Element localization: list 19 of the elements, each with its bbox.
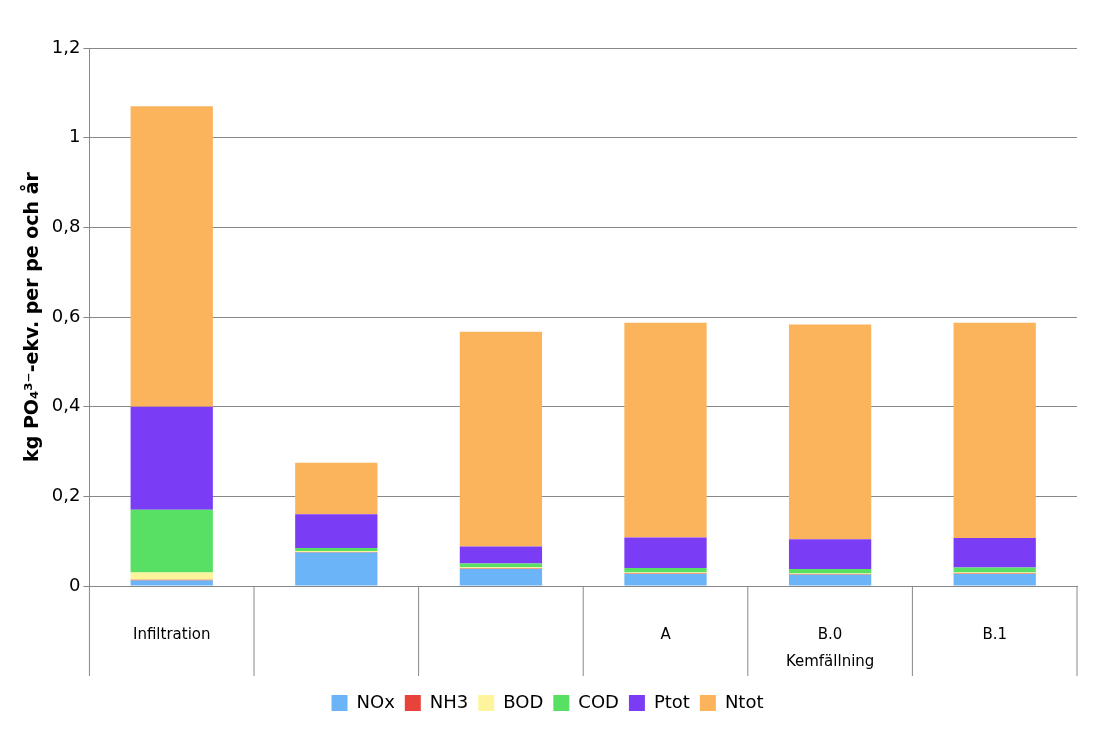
y-tick-label: 0,4 <box>51 394 81 416</box>
x-tick-label: B.1 <box>982 624 1008 643</box>
legend-label: NOx <box>356 690 396 712</box>
legend-label: COD <box>578 690 619 712</box>
y-tick-label: 1,2 <box>51 35 81 57</box>
legend-label: Ntot <box>724 690 764 712</box>
y-tick-label: 0 <box>68 573 81 595</box>
legend-label: Ptot <box>653 690 690 712</box>
x-tick-label: B.0 <box>817 624 843 643</box>
legend-label: BOD <box>503 690 544 712</box>
text: Kemfällning <box>785 651 875 670</box>
y-tick-label: 0,8 <box>51 215 81 237</box>
legend-label: NH3 <box>429 690 469 712</box>
y-tick-label: 0,2 <box>51 484 81 506</box>
y-tick-label: 1 <box>68 125 81 147</box>
x-tick-label: Infiltration <box>132 624 211 643</box>
y-axis-title: kg PO₄³⁻-ekv. per pe och år <box>19 171 43 462</box>
y-tick-label: 0,6 <box>51 304 81 326</box>
x-tick-label: A <box>660 624 672 643</box>
